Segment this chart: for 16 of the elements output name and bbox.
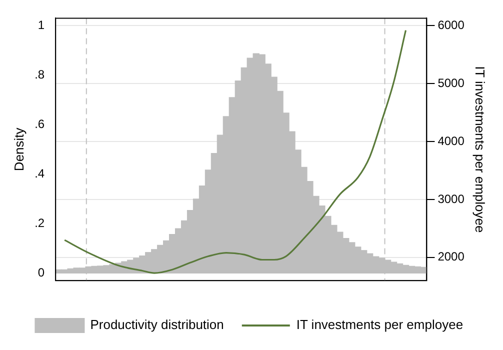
line-series bbox=[64, 30, 407, 274]
y-tick-label: 1 bbox=[38, 18, 45, 32]
y-tick-label: .2 bbox=[34, 216, 45, 230]
y2-tick-label: 6000 bbox=[438, 18, 465, 32]
y-tick-label: 0 bbox=[38, 265, 45, 280]
y-axis-title: Density bbox=[11, 127, 26, 172]
y2-tick-label: 5000 bbox=[438, 76, 465, 90]
legend-label: Productivity distribution bbox=[90, 317, 224, 332]
y-tick-label: .8 bbox=[34, 67, 45, 82]
y-tick-label: .6 bbox=[34, 116, 45, 131]
y2-tick-label: 2000 bbox=[438, 250, 465, 264]
y-tick-label: .4 bbox=[34, 166, 45, 180]
y2-tick-label: 4000 bbox=[438, 134, 465, 148]
y2-tick-label: 3000 bbox=[438, 192, 465, 206]
y2-axis-title: IT investments per employee bbox=[472, 66, 488, 233]
legend-label: IT investments per employee bbox=[296, 317, 464, 332]
